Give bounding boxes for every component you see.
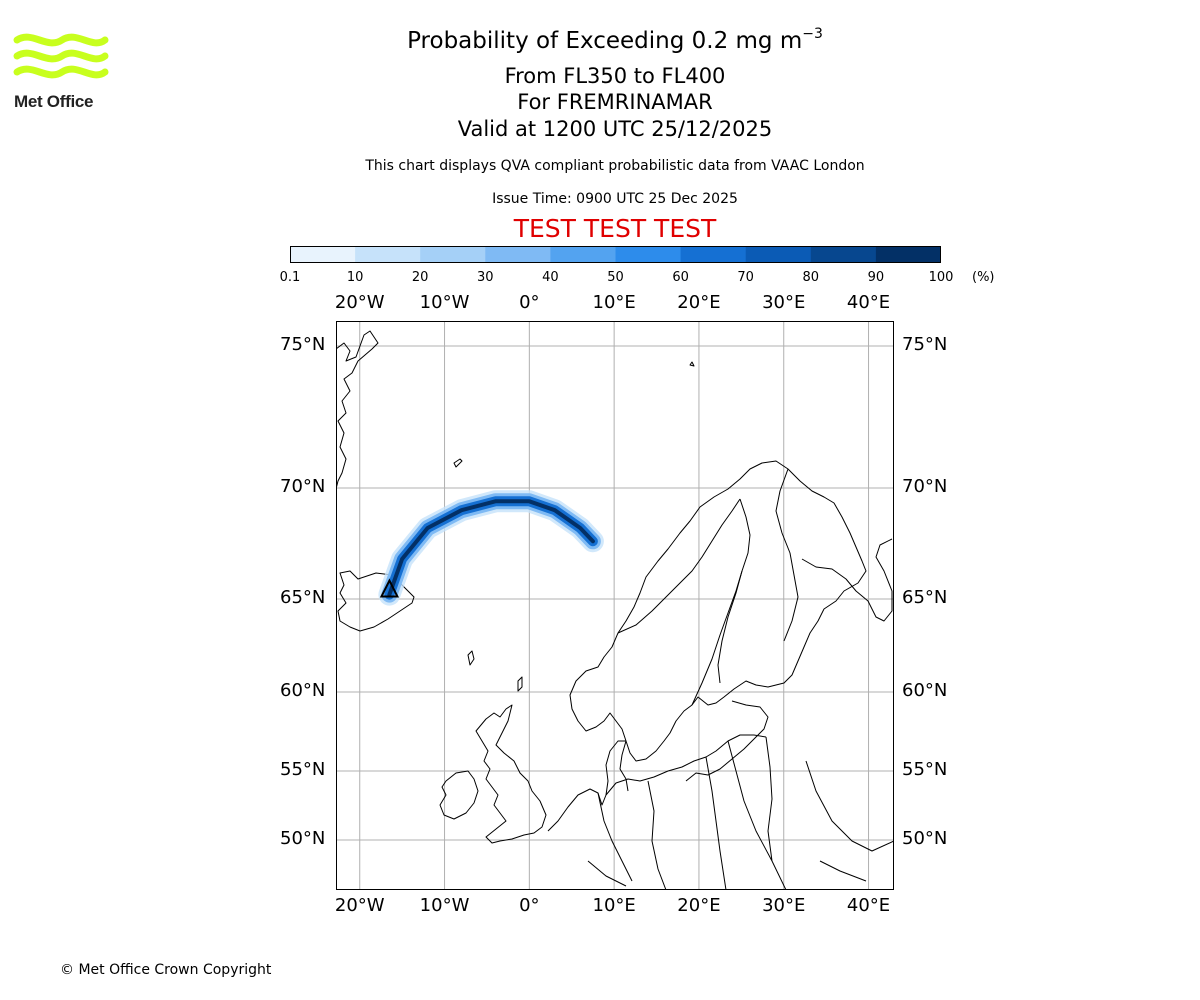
colorbar-tick-label: 30 <box>477 270 494 285</box>
latitude-label: 55°N <box>902 759 948 780</box>
norway-sweden-border <box>617 498 741 634</box>
longitude-label: 20°W <box>334 292 385 313</box>
latitude-label: 50°N <box>902 828 948 849</box>
coastlines <box>336 330 894 890</box>
colorbar-segment <box>485 246 551 263</box>
greenland-coastline <box>336 330 379 490</box>
colorbar-segment <box>680 246 747 263</box>
bear-island-coastline <box>689 361 695 367</box>
colorbar-segment <box>355 246 421 263</box>
jan-mayen-coastline <box>453 458 463 468</box>
ireland-coastline <box>439 770 479 820</box>
longitude-label: 0° <box>519 292 540 313</box>
longitude-label: 10°W <box>419 292 470 313</box>
map-panel <box>336 321 894 890</box>
map-gridlines <box>336 321 894 890</box>
colorbar-tick-label: 70 <box>737 270 754 285</box>
colorbar-segment <box>420 246 486 263</box>
longitude-label: 30°E <box>762 895 806 916</box>
test-banner: TEST TEST TEST <box>513 214 717 243</box>
volcano-marker-icon <box>379 578 400 598</box>
colorbar-tick-label: 10 <box>346 270 364 285</box>
chart-title: Probability of Exceeding 0.2 mg m−3 <box>407 26 823 54</box>
latitude-label: 75°N <box>902 334 948 355</box>
longitude-label: 20°W <box>334 895 385 916</box>
white-sea-coastline <box>801 538 893 622</box>
colorbar-segment <box>810 246 877 263</box>
finland-west-coastline <box>717 570 743 684</box>
latitude-label: 70°N <box>280 476 326 497</box>
plume-core <box>387 499 595 597</box>
shetland-coastline <box>517 676 523 692</box>
longitude-label: 10°E <box>592 292 636 313</box>
longitude-label: 0° <box>519 895 540 916</box>
gulf-of-bothnia-coastline <box>691 590 737 706</box>
copyright-text: © Met Office Crown Copyright <box>60 962 272 978</box>
country-borders <box>587 736 894 890</box>
sweden-finland-border <box>735 498 751 592</box>
longitude-label: 40°E <box>846 895 891 916</box>
scandinavia-coastline <box>569 460 867 762</box>
colorbar-tick-label: 50 <box>607 270 624 285</box>
colorbar-tick-label: 60 <box>672 270 689 285</box>
colorbar-segment <box>615 246 682 263</box>
flight-level-subtitle: From FL350 to FL400 <box>504 64 726 88</box>
colorbar-frame <box>290 246 941 263</box>
latitude-label: 65°N <box>280 587 326 608</box>
probability-colorbar <box>290 246 941 263</box>
volcano-subtitle: For FREMRINAMAR <box>517 90 713 114</box>
issue-time-text: Issue Time: 0900 UTC 25 Dec 2025 <box>492 191 738 207</box>
longitude-label: 30°E <box>762 292 806 313</box>
colorbar-segment <box>290 246 356 263</box>
latitude-label: 70°N <box>902 476 948 497</box>
faroe-coastline <box>467 650 475 666</box>
colorbar-tick-label: 0.1 <box>279 270 301 285</box>
latitude-label: 65°N <box>902 587 948 608</box>
jutland-coastline <box>605 740 629 796</box>
colorbar-unit: (%) <box>972 270 995 285</box>
colorbar-tick-label: 20 <box>411 270 429 285</box>
colorbar-tick-label: 80 <box>802 270 820 285</box>
latitude-label: 50°N <box>280 828 326 849</box>
ash-plume <box>378 490 604 606</box>
map-frame <box>336 321 894 890</box>
baltics-coastline <box>685 700 769 782</box>
disclaimer-text: This chart displays QVA compliant probab… <box>365 158 865 174</box>
finland-russia-border <box>775 468 799 642</box>
continental-coastline <box>547 734 767 832</box>
great-britain-coastline <box>475 704 547 844</box>
iceland-coastline <box>337 570 415 632</box>
colorbar-tick-label: 40 <box>542 270 559 285</box>
colorbar-tick-label: 100 <box>928 270 954 285</box>
longitude-label: 20°E <box>677 895 721 916</box>
latitude-label: 55°N <box>280 759 326 780</box>
colorbar-segment <box>550 246 616 263</box>
longitude-label: 10°W <box>419 895 470 916</box>
met-office-logo-icon <box>13 33 109 79</box>
colorbar-tick-label: 90 <box>867 270 885 285</box>
longitude-label: 40°E <box>846 292 891 313</box>
valid-time-subtitle: Valid at 1200 UTC 25/12/2025 <box>457 117 773 141</box>
latitude-label: 75°N <box>280 334 326 355</box>
latitude-label: 60°N <box>280 680 326 701</box>
longitude-label: 10°E <box>592 895 636 916</box>
colorbar-segment <box>875 246 941 263</box>
latitude-label: 60°N <box>902 680 948 701</box>
logo-text: Met Office <box>14 92 94 111</box>
longitude-label: 20°E <box>677 292 721 313</box>
colorbar-segment <box>745 246 812 263</box>
